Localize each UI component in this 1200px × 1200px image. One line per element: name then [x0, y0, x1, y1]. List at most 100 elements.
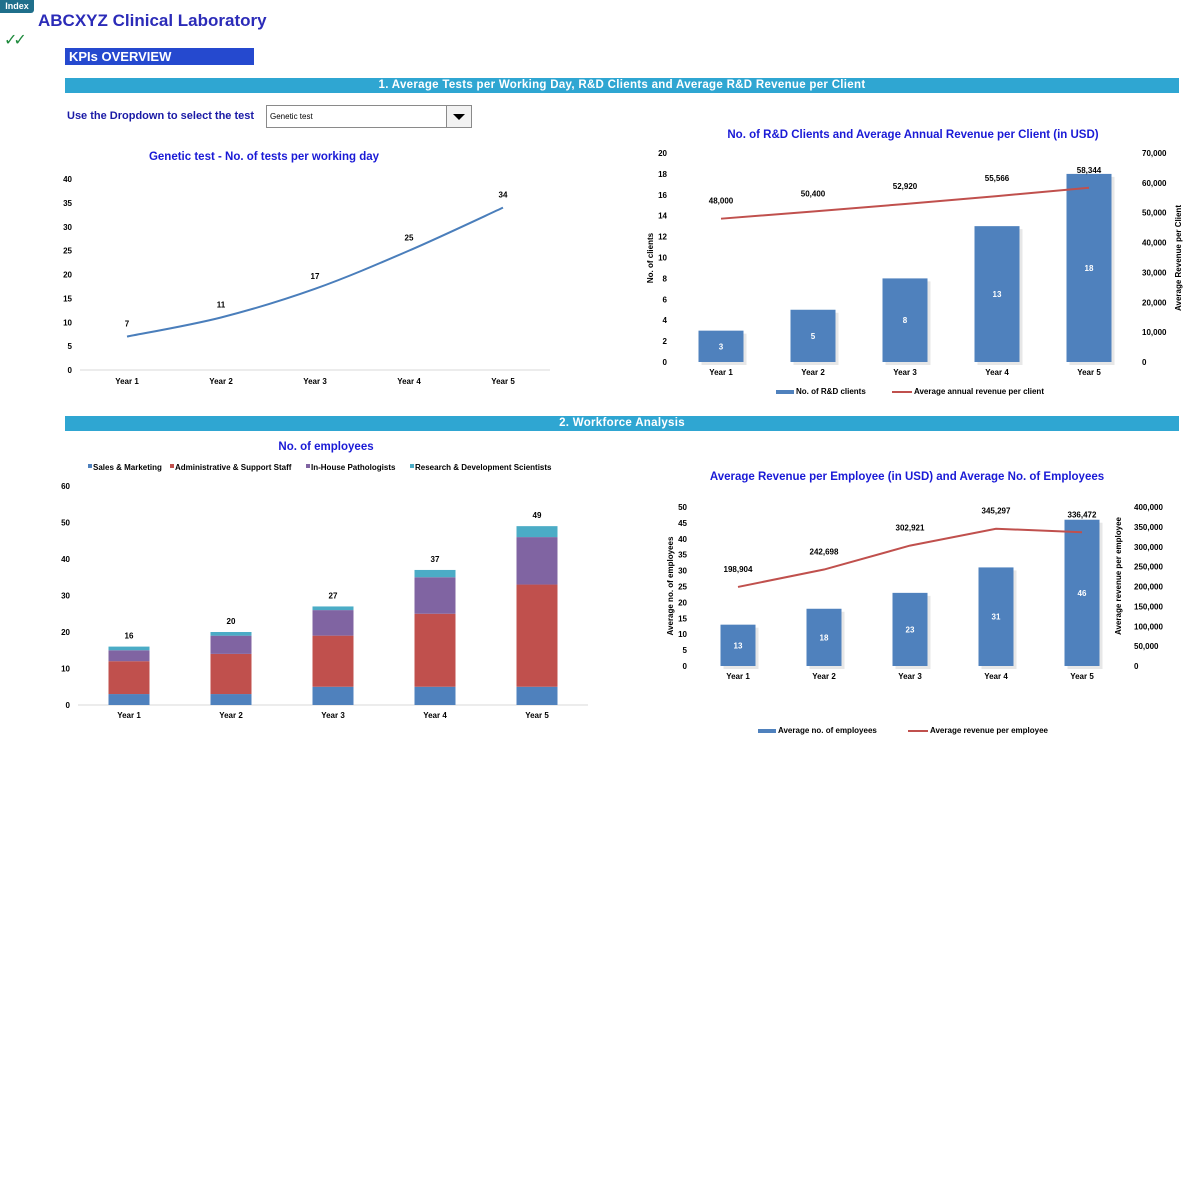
- stacked-bar-segment: [414, 686, 456, 705]
- x-tick-label: Year 3: [321, 711, 345, 720]
- legend-swatch-bar: [776, 390, 794, 394]
- data-label: 17: [311, 272, 320, 281]
- bar-data-label: 13: [993, 290, 1002, 299]
- y-axis-title: Average no. of employees: [666, 536, 675, 635]
- y-tick-label: 0: [68, 366, 73, 375]
- stacked-bar-segment: [108, 661, 150, 695]
- x-tick-label: Year 3: [898, 672, 922, 681]
- stacked-bar-segment: [516, 584, 558, 687]
- y2-tick-label: 300,000: [1134, 543, 1163, 552]
- y-tick-label: 10: [63, 318, 72, 327]
- legend-label: No. of R&D clients: [796, 387, 866, 396]
- section-1-header: 1. Average Tests per Working Day, R&D Cl…: [65, 78, 1179, 93]
- y-tick-label: 5: [68, 342, 73, 351]
- stacked-bar-segment: [312, 606, 354, 611]
- y-tick-label: 4: [663, 316, 668, 325]
- y-tick-label: 20: [61, 628, 70, 637]
- y2-tick-label: 0: [1142, 358, 1147, 367]
- kpi-overview-banner: KPIs OVERVIEW: [65, 48, 254, 65]
- x-tick-label: Year 2: [209, 377, 233, 386]
- line-data-label: 48,000: [709, 197, 734, 206]
- y2-tick-label: 30,000: [1142, 268, 1167, 277]
- dropdown-label: Use the Dropdown to select the test: [67, 110, 255, 122]
- line-data-label: 242,698: [810, 548, 839, 557]
- y2-tick-label: 10,000: [1142, 328, 1167, 337]
- bar: [806, 608, 842, 666]
- data-label: 7: [125, 320, 130, 329]
- y-tick-label: 16: [658, 191, 667, 200]
- bar: [1066, 173, 1112, 362]
- app-title: ABCXYZ Clinical Laboratory: [38, 11, 267, 30]
- bar: [882, 278, 928, 362]
- x-tick-label: Year 4: [423, 711, 447, 720]
- bar-data-label: 8: [903, 316, 908, 325]
- chart-title: No. of employees: [278, 441, 373, 453]
- y2-tick-label: 50,000: [1142, 209, 1167, 218]
- index-tab[interactable]: Index: [0, 0, 34, 13]
- bar-data-label: 18: [820, 633, 829, 642]
- legend-swatch-bar: [758, 729, 776, 733]
- y2-tick-label: 350,000: [1134, 523, 1163, 532]
- bar-data-label: 13: [734, 641, 743, 650]
- y-tick-label: 14: [658, 212, 667, 221]
- y-tick-label: 10: [678, 630, 687, 639]
- legend-label: Average annual revenue per client: [914, 387, 1044, 396]
- total-label: 20: [227, 617, 236, 626]
- y-tick-label: 20: [63, 271, 72, 280]
- series-line: [720, 186, 1090, 220]
- series-line: [126, 206, 504, 338]
- y-tick-label: 25: [63, 247, 72, 256]
- chart-title: Average Revenue per Employee (in USD) an…: [710, 471, 1104, 483]
- chevron-down-icon[interactable]: [446, 106, 471, 127]
- series-line: [737, 527, 1083, 588]
- y2-tick-label: 200,000: [1134, 583, 1163, 592]
- stacked-bar-segment: [210, 632, 252, 636]
- line-data-label: 302,921: [896, 524, 925, 533]
- y-tick-label: 50: [678, 503, 687, 512]
- stacked-bar-segment: [210, 653, 252, 695]
- y-tick-label: 6: [663, 295, 668, 304]
- dropdown-value: Genetic test: [270, 112, 313, 121]
- y-tick-label: 2: [663, 337, 668, 346]
- x-tick-label: Year 1: [115, 377, 139, 386]
- line-data-label: 58,344: [1077, 166, 1102, 175]
- section-2-header: 2. Workforce Analysis: [65, 416, 1179, 431]
- bar: [978, 567, 1014, 666]
- y-tick-label: 30: [63, 223, 72, 232]
- y-tick-label: 30: [678, 567, 687, 576]
- stacked-bar-segment: [312, 635, 354, 687]
- data-label: 34: [499, 191, 508, 200]
- stacked-bar-segment: [414, 577, 456, 614]
- legend-swatch: [88, 464, 92, 468]
- bar-data-label: 46: [1078, 589, 1087, 598]
- stacked-bar-segment: [312, 610, 354, 636]
- x-tick-label: Year 5: [525, 711, 549, 720]
- y-axis-title: No. of clients: [646, 232, 655, 283]
- line-data-label: 55,566: [985, 174, 1010, 183]
- y-tick-label: 18: [658, 170, 667, 179]
- y2-tick-label: 400,000: [1134, 503, 1163, 512]
- stacked-bar-segment: [516, 526, 558, 538]
- legend-swatch: [306, 464, 310, 468]
- x-tick-label: Year 5: [491, 377, 515, 386]
- total-label: 37: [431, 555, 440, 564]
- stacked-bar-segment: [414, 613, 456, 687]
- x-tick-label: Year 1: [726, 672, 750, 681]
- bar-data-label: 23: [906, 625, 915, 634]
- y-tick-label: 60: [61, 482, 70, 491]
- chart-title: No. of R&D Clients and Average Annual Re…: [727, 129, 1098, 141]
- x-tick-label: Year 3: [303, 377, 327, 386]
- x-tick-label: Year 2: [801, 368, 825, 377]
- bar-data-label: 3: [719, 342, 724, 351]
- chart-title: Genetic test - No. of tests per working …: [149, 151, 380, 163]
- x-tick-label: Year 1: [117, 711, 141, 720]
- legend-label: Average no. of employees: [778, 726, 877, 735]
- stacked-bar-segment: [516, 686, 558, 705]
- legend-label: Administrative & Support Staff: [175, 463, 292, 472]
- legend-label: In-House Pathologists: [311, 463, 396, 472]
- y-tick-label: 40: [678, 535, 687, 544]
- legend-swatch: [410, 464, 414, 468]
- y2-tick-label: 250,000: [1134, 563, 1163, 572]
- test-dropdown[interactable]: Genetic test: [266, 105, 472, 128]
